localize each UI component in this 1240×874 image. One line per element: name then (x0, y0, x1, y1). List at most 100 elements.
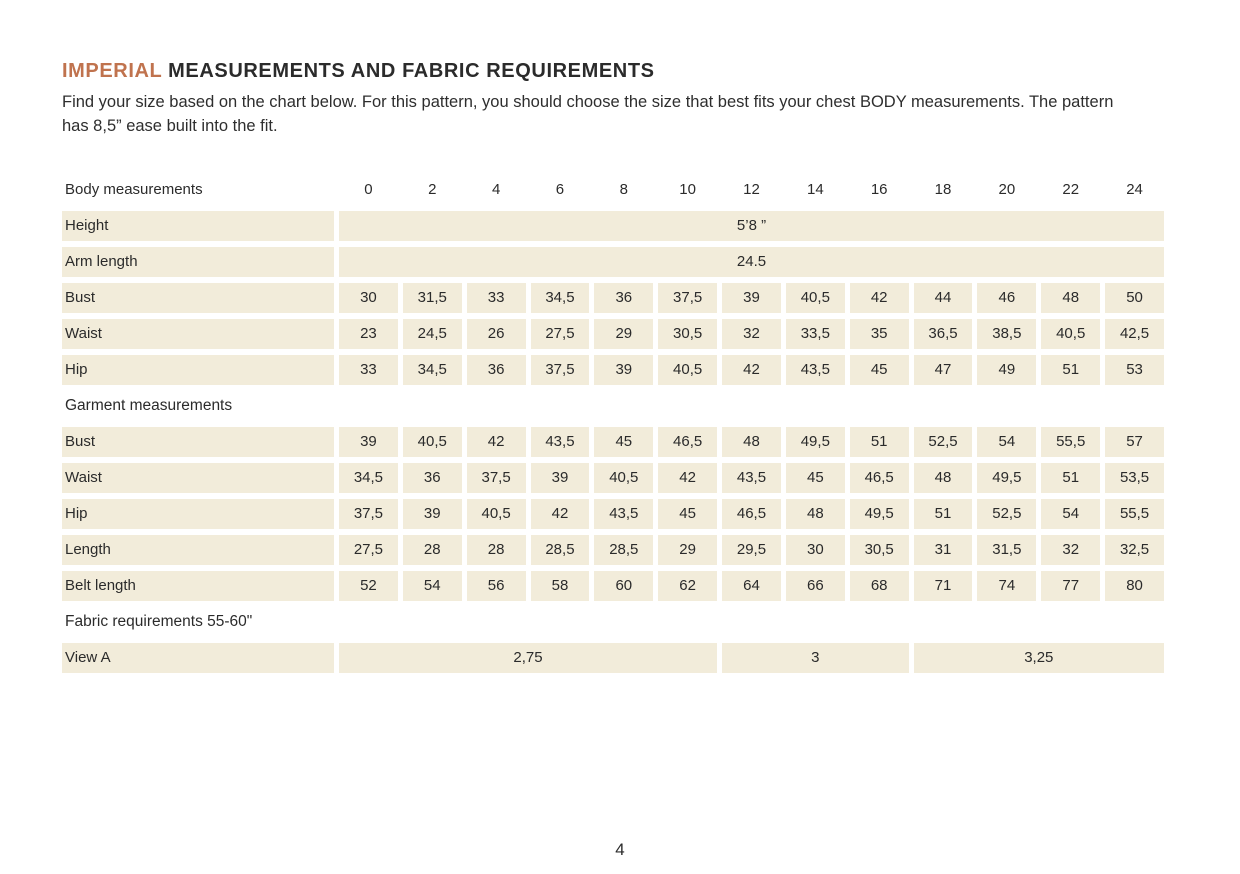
measurement-cell: 55,5 (1041, 426, 1101, 457)
measurement-cell: 42 (530, 498, 590, 529)
table-row: Belt length 52 54 56 58 60 62 64 66 68 71 74 77 80 (62, 570, 1164, 601)
measurement-cell: 52,5 (913, 426, 973, 457)
measurement-cell: 52 (339, 570, 398, 601)
size-column-header: 0 (339, 174, 398, 205)
measurement-cell: 37,5 (530, 354, 590, 385)
measurement-cell: 30 (339, 282, 398, 313)
measurement-cell: 40,5 (785, 282, 845, 313)
size-column-header: 4 (466, 174, 526, 205)
measurement-cell: 42 (849, 282, 909, 313)
measurement-cell: 48 (913, 462, 973, 493)
measurement-cell: 51 (1041, 462, 1101, 493)
measurement-cell: 58 (530, 570, 590, 601)
measurement-cell: 28 (402, 534, 462, 565)
measurement-cell: 57 (1105, 426, 1164, 457)
measurement-cell: 46 (977, 282, 1037, 313)
measurement-cell: 36 (466, 354, 526, 385)
table-row: Length 27,5 28 28 28,5 28,5 29 29,5 30 30,5 31 31,5… (62, 534, 1164, 565)
measurement-cell: 28,5 (594, 534, 654, 565)
page-title-rest: MEASUREMENTS AND FABRIC REQUIREMENTS (162, 60, 655, 82)
measurement-cell: 56 (466, 570, 526, 601)
measurement-cell: 29 (594, 318, 654, 349)
measurement-cell: 45 (658, 498, 718, 529)
measurement-cell: 36 (402, 462, 462, 493)
measurement-cell: 55,5 (1105, 498, 1164, 529)
table-row: Hip 33 34,5 36 37,5 39 40,5 42 43,5 45 47 49 51 53 (62, 354, 1164, 385)
measurement-cell: 71 (913, 570, 973, 601)
measurement-cell: 26 (466, 318, 526, 349)
spanning-value-cell: 24.5 (339, 246, 1164, 277)
measurement-cell: 40,5 (1041, 318, 1101, 349)
measurement-cell: 49,5 (785, 426, 845, 457)
row-label: Bust (62, 282, 334, 313)
measurement-cell: 42,5 (1105, 318, 1164, 349)
size-column-header: 20 (977, 174, 1037, 205)
measurement-cell: 48 (785, 498, 845, 529)
measurement-cell: 42 (722, 354, 781, 385)
fabric-requirement-cell: 3,25 (913, 642, 1164, 673)
measurement-cell: 50 (1105, 282, 1164, 313)
measurement-cell: 60 (594, 570, 654, 601)
measurement-cell: 42 (466, 426, 526, 457)
size-column-header: 6 (530, 174, 590, 205)
measurement-cell: 54 (977, 426, 1037, 457)
row-label: Hip (62, 498, 334, 529)
row-label: Arm length (62, 246, 334, 277)
table-row: Fabric requirements 55-60" (62, 606, 1164, 637)
size-column-header: 16 (849, 174, 909, 205)
measurement-cell: 38,5 (977, 318, 1037, 349)
measurement-cell: 37,5 (339, 498, 398, 529)
measurement-cell: 34,5 (530, 282, 590, 313)
table-row: Height 5’8 ” (62, 210, 1164, 241)
measurement-cell: 28 (466, 534, 526, 565)
row-label: Length (62, 534, 334, 565)
size-table-body: Body measurements 0 2 4 6 8 10 12 14 16 18 20 22 24 He… (62, 174, 1164, 673)
measurement-cell: 27,5 (339, 534, 398, 565)
spanning-value-cell: 5’8 ” (339, 210, 1164, 241)
page-title-accent: IMPERIAL (62, 60, 162, 82)
row-label: Hip (62, 354, 334, 385)
measurement-cell: 34,5 (402, 354, 462, 385)
measurement-cell: 40,5 (658, 354, 718, 385)
measurement-cell: 51 (1041, 354, 1101, 385)
table-row: Arm length 24.5 (62, 246, 1164, 277)
measurement-cell: 54 (1041, 498, 1101, 529)
measurement-cell: 66 (785, 570, 845, 601)
measurement-cell: 31,5 (977, 534, 1037, 565)
size-column-header: 18 (913, 174, 973, 205)
measurement-cell: 44 (913, 282, 973, 313)
fabric-requirement-cell: 2,75 (339, 642, 718, 673)
measurement-cell: 39 (530, 462, 590, 493)
measurement-cell: 40,5 (594, 462, 654, 493)
measurement-cell: 48 (1041, 282, 1101, 313)
measurement-cell: 80 (1105, 570, 1164, 601)
measurement-cell: 29 (658, 534, 718, 565)
measurement-cell: 33 (339, 354, 398, 385)
measurement-cell: 62 (658, 570, 718, 601)
row-label: Height (62, 210, 334, 241)
measurement-cell: 33 (466, 282, 526, 313)
measurement-cell: 30,5 (849, 534, 909, 565)
size-column-header: 2 (402, 174, 462, 205)
measurement-cell: 46,5 (722, 498, 781, 529)
measurement-cell: 32 (722, 318, 781, 349)
measurement-cell: 53,5 (1105, 462, 1164, 493)
table-row: Body measurements 0 2 4 6 8 10 12 14 16 18 20 22 24 (62, 174, 1164, 205)
row-label: Waist (62, 318, 334, 349)
measurement-cell: 45 (594, 426, 654, 457)
measurement-cell: 39 (339, 426, 398, 457)
measurement-cell: 53 (1105, 354, 1164, 385)
measurement-cell: 48 (722, 426, 781, 457)
table-row: View A 2,75 3 3,25 (62, 642, 1164, 673)
measurement-cell: 45 (785, 462, 845, 493)
measurement-cell: 49,5 (977, 462, 1037, 493)
measurement-cell: 23 (339, 318, 398, 349)
table-row: Bust 30 31,5 33 34,5 36 37,5 39 40,5 42 44 46 48 50 (62, 282, 1164, 313)
measurement-cell: 36,5 (913, 318, 973, 349)
measurement-cell: 31 (913, 534, 973, 565)
measurement-cell: 74 (977, 570, 1037, 601)
measurement-cell: 51 (913, 498, 973, 529)
table-row: Hip 37,5 39 40,5 42 43,5 45 46,5 48 49,5 51 52,5 54 5… (62, 498, 1164, 529)
measurement-cell: 37,5 (658, 282, 718, 313)
measurement-cell: 29,5 (722, 534, 781, 565)
